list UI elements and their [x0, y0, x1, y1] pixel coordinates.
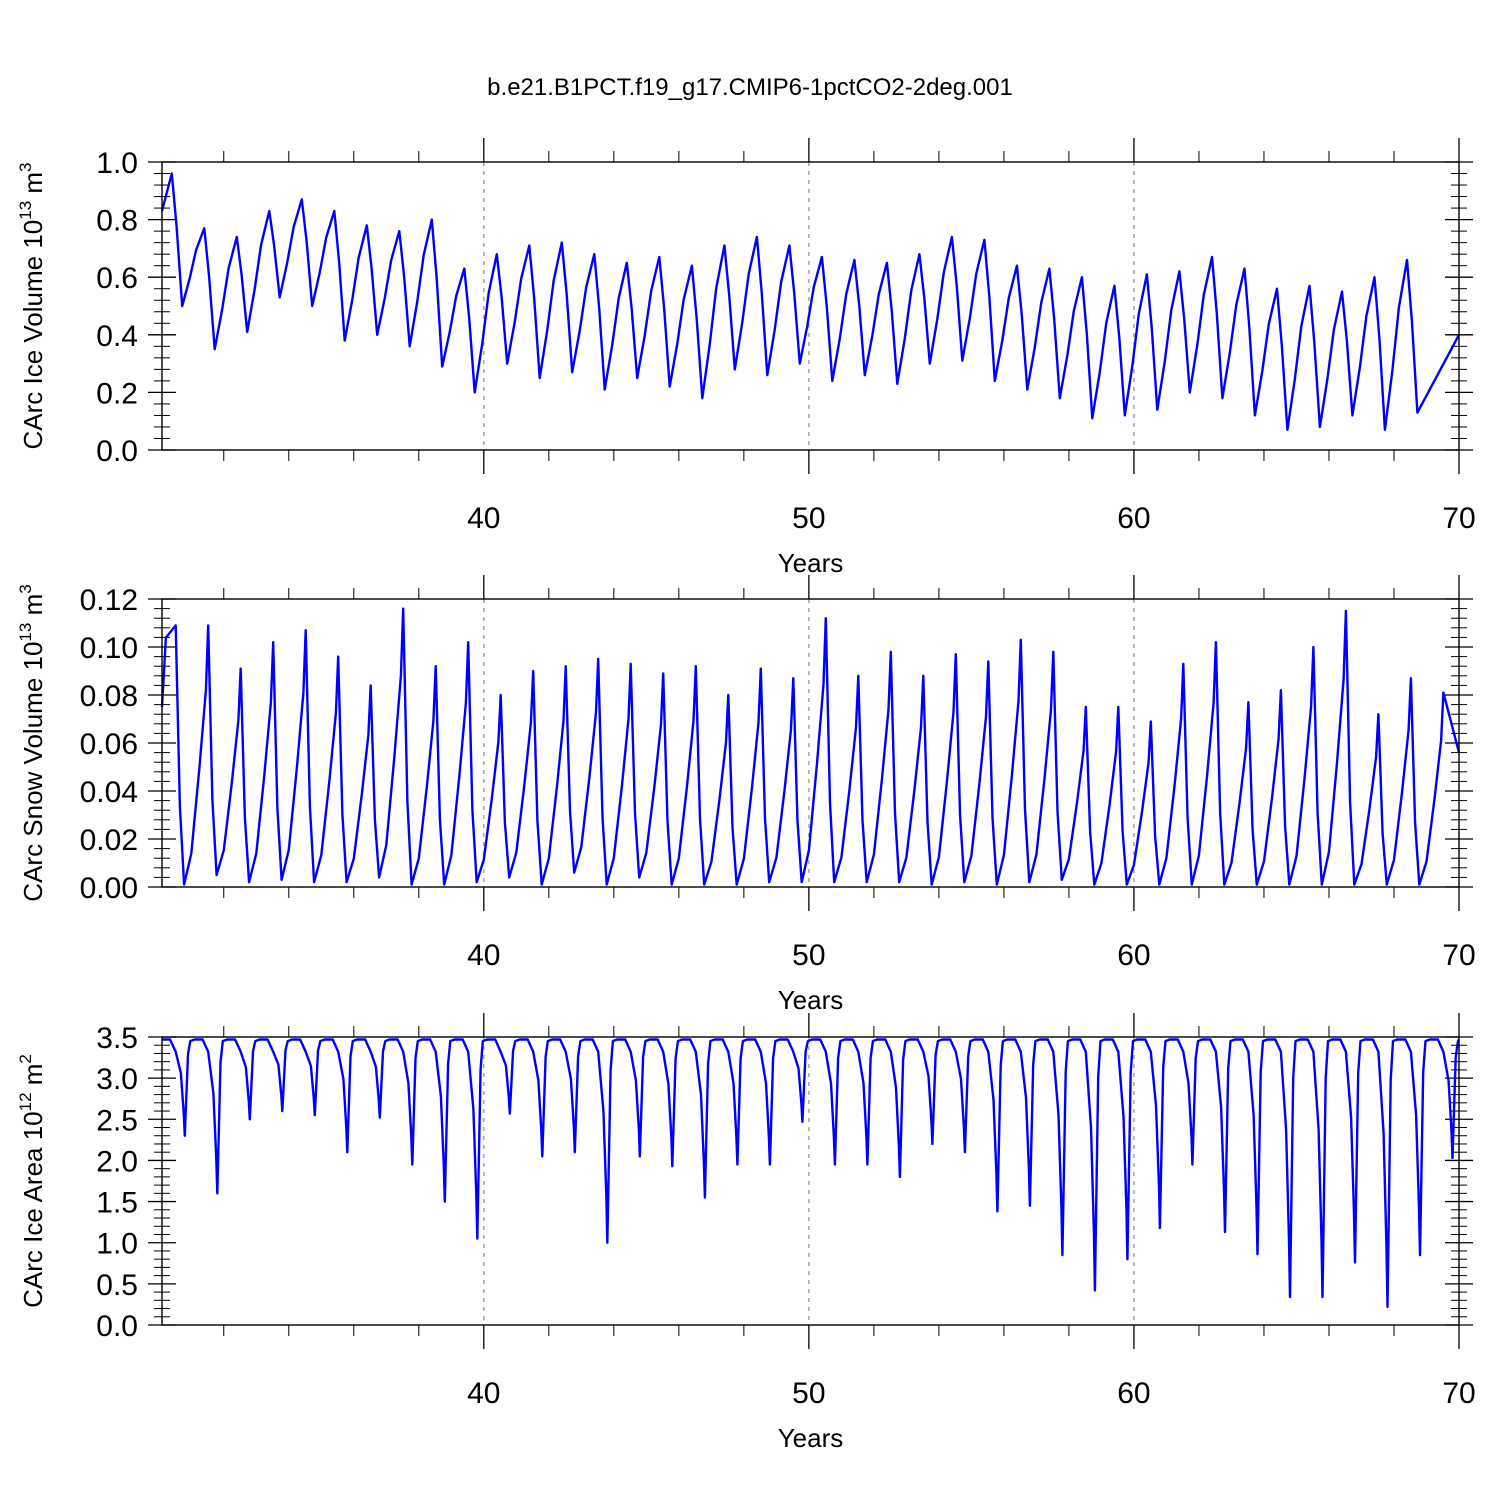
panel-2: 40 50 60 70 0.00 0.02 0.04 0.06 0.08 0.10 0.12 Year… — [16, 575, 1476, 1015]
y-tick-label: 0.02 — [80, 824, 138, 857]
x-tick-label: 50 — [792, 1377, 825, 1410]
y-tick-label: 0.06 — [80, 728, 138, 761]
x-tick-label: 40 — [467, 939, 500, 972]
y-tick-label: 0.0 — [96, 1310, 138, 1343]
plot-frame — [161, 1036, 1460, 1326]
x-tick-label: 60 — [1117, 1377, 1150, 1410]
series-line — [160, 607, 1461, 886]
y-tick-label: 0.0 — [96, 435, 138, 468]
y-tick-label: 0.2 — [96, 377, 138, 410]
x-axis-label: Years — [778, 985, 844, 1015]
y-axis-label: CArc Snow Volume 1013 m3 — [16, 584, 48, 901]
series-line — [162, 1038, 1461, 1309]
panel-3: 40 50 60 70 0.0 0.5 1.0 1.5 2.0 2.5 3.0 3.5 Years CAr… — [16, 1013, 1476, 1453]
y-tick-label: 0.4 — [96, 320, 138, 353]
plot-frame — [161, 598, 1460, 888]
plot-frame — [161, 161, 1460, 451]
x-axis-label: Years — [778, 1423, 844, 1453]
x-tick-label: 70 — [1442, 502, 1475, 535]
y-tick-label: 0.8 — [96, 205, 138, 238]
figure-title: b.e21.B1PCT.f19_g17.CMIP6-1pctCO2-2deg.0… — [487, 74, 1013, 101]
y-tick-label: 0.5 — [96, 1269, 138, 1302]
x-tick-label: 70 — [1442, 1377, 1475, 1410]
y-tick-label: 0.08 — [80, 680, 138, 713]
x-tick-label: 40 — [467, 1377, 500, 1410]
x-axis-label: Years — [778, 548, 844, 578]
x-tick-label: 60 — [1117, 502, 1150, 535]
y-tick-label: 2.0 — [96, 1145, 138, 1178]
x-tick-label: 60 — [1117, 939, 1150, 972]
y-tick-label: 0.10 — [80, 632, 138, 665]
y-tick-label: 1.0 — [96, 1228, 138, 1261]
y-tick-label: 0.00 — [80, 872, 138, 905]
x-tick-label: 40 — [467, 502, 500, 535]
y-tick-label: 0.6 — [96, 262, 138, 295]
panel-1: 40 50 60 70 0.0 0.2 0.4 0.6 0.8 1.0 Years CArc Ice … — [16, 138, 1476, 578]
y-tick-label: 0.12 — [80, 584, 138, 617]
y-tick-label: 3.5 — [96, 1022, 138, 1055]
y-tick-label: 1.5 — [96, 1187, 138, 1220]
y-tick-label: 2.5 — [96, 1104, 138, 1137]
y-axis-label: CArc Ice Area 1012 m2 — [16, 1054, 48, 1308]
y-tick-label: 0.04 — [80, 776, 138, 809]
y-tick-label: 1.0 — [96, 147, 138, 180]
x-tick-label: 50 — [792, 502, 825, 535]
series-line — [160, 172, 1461, 431]
x-tick-label: 70 — [1442, 939, 1475, 972]
y-tick-label: 3.0 — [96, 1063, 138, 1096]
y-axis-label: CArc Ice Volume 1013 m3 — [16, 162, 48, 449]
x-tick-label: 50 — [792, 939, 825, 972]
